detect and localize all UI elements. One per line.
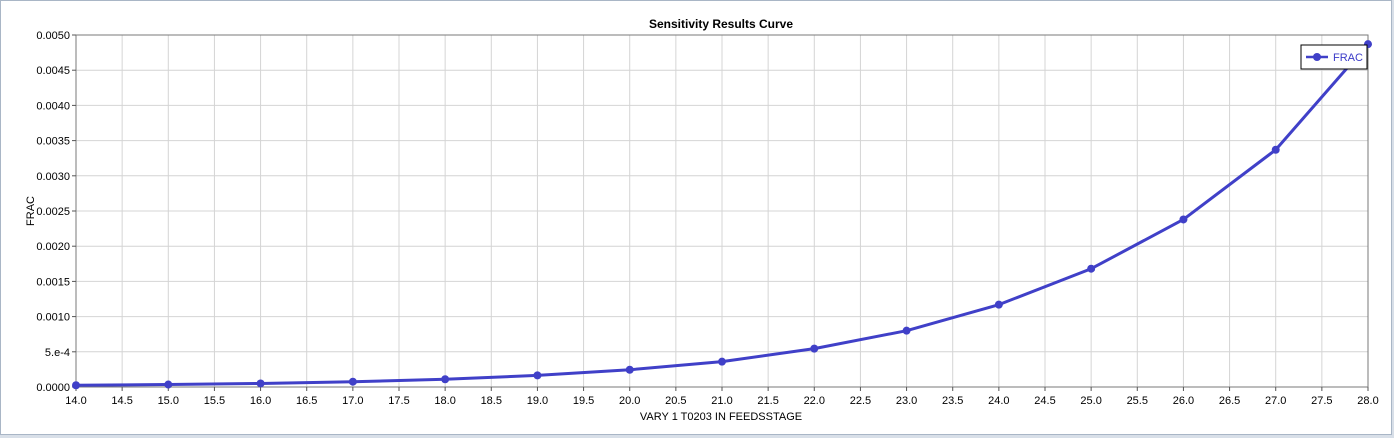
y-tick-label: 0.0015	[36, 276, 70, 288]
y-tick-label: 5.e-4	[45, 347, 70, 359]
y-tick-label: 0.0030	[36, 171, 70, 183]
x-tick-label: 18.0	[434, 395, 455, 407]
y-tick-label: 0.0020	[36, 241, 70, 253]
data-point[interactable]	[533, 371, 542, 380]
x-tick-label: 28.0	[1357, 395, 1378, 407]
data-point[interactable]	[256, 379, 265, 388]
x-tick-label: 19.5	[573, 395, 594, 407]
legend-label-frac: FRAC	[1333, 52, 1363, 64]
x-tick-label: 17.0	[342, 395, 363, 407]
x-tick-label: 27.5	[1311, 395, 1332, 407]
data-point[interactable]	[718, 357, 726, 366]
x-axis-label: VARY 1 T0203 IN FEEDSSTAGE	[640, 411, 802, 423]
series-frac	[72, 40, 1372, 390]
x-tick-label: 27.0	[1265, 395, 1286, 407]
x-tick-label: 22.0	[804, 395, 825, 407]
y-tick-label: 0.0000	[36, 382, 70, 394]
y-tick-label: 0.0035	[36, 136, 70, 148]
y-tick-label: 0.0040	[36, 100, 70, 112]
y-tick-label: 0.0050	[36, 30, 70, 42]
x-tick-label: 26.0	[1173, 395, 1194, 407]
x-tick-label: 22.5	[850, 395, 871, 407]
x-tick-label: 23.0	[896, 395, 917, 407]
data-point[interactable]	[72, 381, 80, 390]
data-point[interactable]	[441, 375, 450, 384]
y-tick-label: 0.0025	[36, 206, 70, 218]
data-point[interactable]	[164, 380, 173, 389]
x-tick-label: 25.0	[1080, 395, 1101, 407]
x-tick-label: 21.0	[711, 395, 732, 407]
x-tick-label: 16.0	[250, 395, 271, 407]
x-axis: 14.0 14.5 15.0 15.5 16.0 16.5 17.0 17.5 18.0 18.5…	[65, 387, 1379, 407]
chart-title: Sensitivity Results Curve	[649, 17, 793, 31]
x-tick-label: 17.5	[388, 395, 409, 407]
y-tick-label: 0.0010	[36, 312, 70, 324]
x-tick-label: 23.5	[942, 395, 963, 407]
data-point[interactable]	[625, 365, 634, 374]
x-tick-label: 24.5	[1034, 395, 1055, 407]
x-tick-label: 20.5	[665, 395, 686, 407]
data-point[interactable]	[994, 300, 1003, 309]
legend-box	[1300, 44, 1368, 70]
x-tick-label: 14.0	[65, 395, 86, 407]
x-tick-label: 15.0	[158, 395, 179, 407]
data-point[interactable]	[1271, 145, 1280, 154]
y-axis: 0.0000 5.e-4 0.0010 0.0015 0.0020 0.0025 0.003…	[36, 30, 76, 394]
data-point[interactable]	[1179, 215, 1188, 224]
data-point[interactable]	[348, 377, 357, 386]
x-tick-label: 19.0	[527, 395, 548, 407]
x-tick-label: 24.0	[988, 395, 1009, 407]
x-tick-label: 14.5	[111, 395, 132, 407]
legend[interactable]: FRAC	[1300, 44, 1368, 70]
x-tick-label: 18.5	[481, 395, 502, 407]
x-tick-label: 16.5	[296, 395, 317, 407]
x-tick-label: 25.5	[1127, 395, 1148, 407]
legend-marker-frac	[1313, 53, 1321, 61]
x-tick-label: 21.5	[757, 395, 778, 407]
data-point[interactable]	[902, 326, 911, 335]
x-tick-label: 15.5	[204, 395, 225, 407]
grid-lines	[75, 34, 1369, 388]
y-tick-label: 0.0045	[36, 65, 70, 77]
data-point[interactable]	[1087, 264, 1096, 273]
x-tick-label: 26.5	[1219, 395, 1240, 407]
data-point[interactable]	[810, 344, 819, 353]
y-axis-label: FRAC	[25, 196, 37, 226]
x-tick-label: 20.0	[619, 395, 640, 407]
